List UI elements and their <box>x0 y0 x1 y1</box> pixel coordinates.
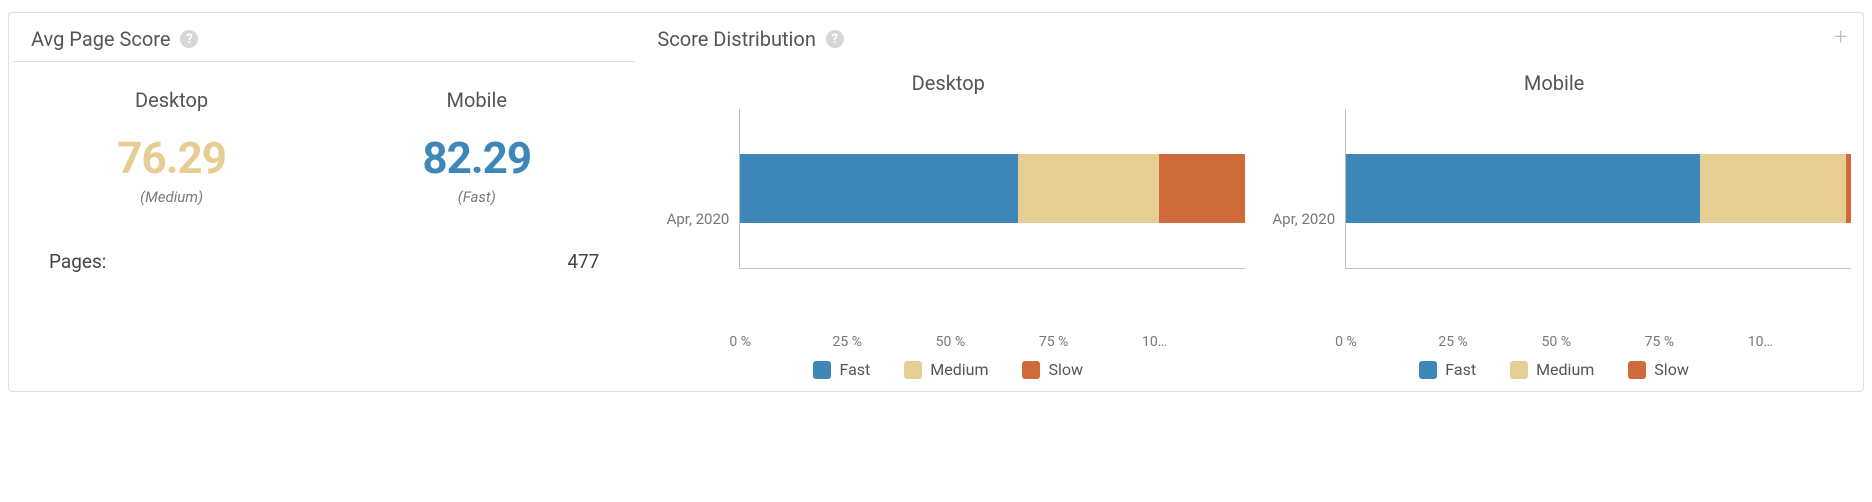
legend-item-slow: Slow <box>1628 360 1689 379</box>
chart-area: Apr, 2020 <box>1257 109 1851 328</box>
chart-legend: Fast Medium Slow <box>651 350 1245 391</box>
x-tick: 0 % <box>729 334 832 350</box>
chart-title: Mobile <box>1257 71 1851 95</box>
chart-plot <box>1345 109 1851 269</box>
legend-swatch-slow <box>1022 361 1040 379</box>
chart-legend: Fast Medium Slow <box>1257 350 1851 391</box>
stacked-bar <box>740 154 1245 224</box>
mobile-score-rating: (Fast) <box>324 188 629 206</box>
mobile-label: Mobile <box>324 88 629 112</box>
desktop-label: Desktop <box>19 88 324 112</box>
help-icon[interactable]: ? <box>826 30 844 48</box>
chart-area: Apr, 2020 <box>651 109 1245 328</box>
bar-segment-fast <box>740 154 1018 224</box>
x-tick: 75 % <box>1039 334 1142 350</box>
mobile-score-value: 82.29 <box>324 132 629 184</box>
bar-segment-medium <box>1018 154 1159 224</box>
legend-label: Slow <box>1048 360 1083 379</box>
legend-label: Slow <box>1654 360 1689 379</box>
chart-period-label: Apr, 2020 <box>651 109 739 328</box>
x-tick: 0 % <box>1335 334 1438 350</box>
dist-panel-title: Score Distribution <box>657 27 816 51</box>
desktop-score-col: Desktop 76.29 (Medium) <box>19 88 324 206</box>
legend-swatch-fast <box>813 361 831 379</box>
legend-label: Fast <box>839 360 870 379</box>
dist-panel-header: Score Distribution ? <box>639 13 1863 61</box>
desktop-score-rating: (Medium) <box>19 188 324 206</box>
legend-item-fast: Fast <box>813 360 870 379</box>
desktop-score-value: 76.29 <box>19 132 324 184</box>
chart-period-label: Apr, 2020 <box>1257 109 1345 328</box>
legend-item-slow: Slow <box>1022 360 1083 379</box>
legend-item-medium: Medium <box>1510 360 1594 379</box>
chart-title: Desktop <box>651 71 1245 95</box>
add-icon[interactable]: + <box>1835 27 1847 49</box>
stacked-bar <box>1346 154 1851 224</box>
x-axis: 0 %25 %50 %75 %10… <box>651 334 1245 350</box>
dashboard-card: Avg Page Score ? Desktop 76.29 (Medium) … <box>8 12 1864 392</box>
pages-value: 477 <box>324 250 599 273</box>
pages-row: Pages: 477 <box>9 216 639 273</box>
score-distribution-panel: Score Distribution ? + Desktop Apr, 2020 0… <box>639 13 1863 391</box>
x-tick: 50 % <box>936 334 1039 350</box>
help-icon[interactable]: ? <box>180 30 198 48</box>
x-tick: 25 % <box>1438 334 1541 350</box>
legend-label: Medium <box>930 360 988 379</box>
avg-page-score-panel: Avg Page Score ? Desktop 76.29 (Medium) … <box>9 13 639 391</box>
x-tick: 25 % <box>833 334 936 350</box>
avg-panel-title: Avg Page Score <box>31 27 170 51</box>
legend-item-medium: Medium <box>904 360 988 379</box>
x-tick: 75 % <box>1645 334 1748 350</box>
bar-segment-slow <box>1159 154 1245 224</box>
chart-plot <box>739 109 1245 269</box>
chart-col-mobile: Mobile Apr, 2020 0 %25 %50 %75 %10… Fast Med… <box>1257 65 1851 391</box>
bar-segment-slow <box>1846 154 1851 224</box>
pages-label: Pages: <box>49 250 324 273</box>
legend-label: Medium <box>1536 360 1594 379</box>
x-tick: 10… <box>1748 334 1851 350</box>
scores-row: Desktop 76.29 (Medium) Mobile 82.29 (Fas… <box>9 62 639 216</box>
legend-swatch-slow <box>1628 361 1646 379</box>
x-tick: 50 % <box>1541 334 1644 350</box>
legend-label: Fast <box>1445 360 1476 379</box>
mobile-score-col: Mobile 82.29 (Fast) <box>324 88 629 206</box>
chart-col-desktop: Desktop Apr, 2020 0 %25 %50 %75 %10… Fast Me… <box>651 65 1245 391</box>
charts-row: DesktopApr, 20200 %25 %50 %75 %10…FastMe… <box>639 61 1863 391</box>
x-tick: 10… <box>1142 334 1245 350</box>
bar-segment-medium <box>1700 154 1846 224</box>
legend-swatch-medium <box>904 361 922 379</box>
legend-swatch-fast <box>1419 361 1437 379</box>
x-axis: 0 %25 %50 %75 %10… <box>1257 334 1851 350</box>
avg-panel-header: Avg Page Score ? <box>13 13 635 62</box>
bar-segment-fast <box>1346 154 1699 224</box>
legend-item-fast: Fast <box>1419 360 1476 379</box>
legend-swatch-medium <box>1510 361 1528 379</box>
